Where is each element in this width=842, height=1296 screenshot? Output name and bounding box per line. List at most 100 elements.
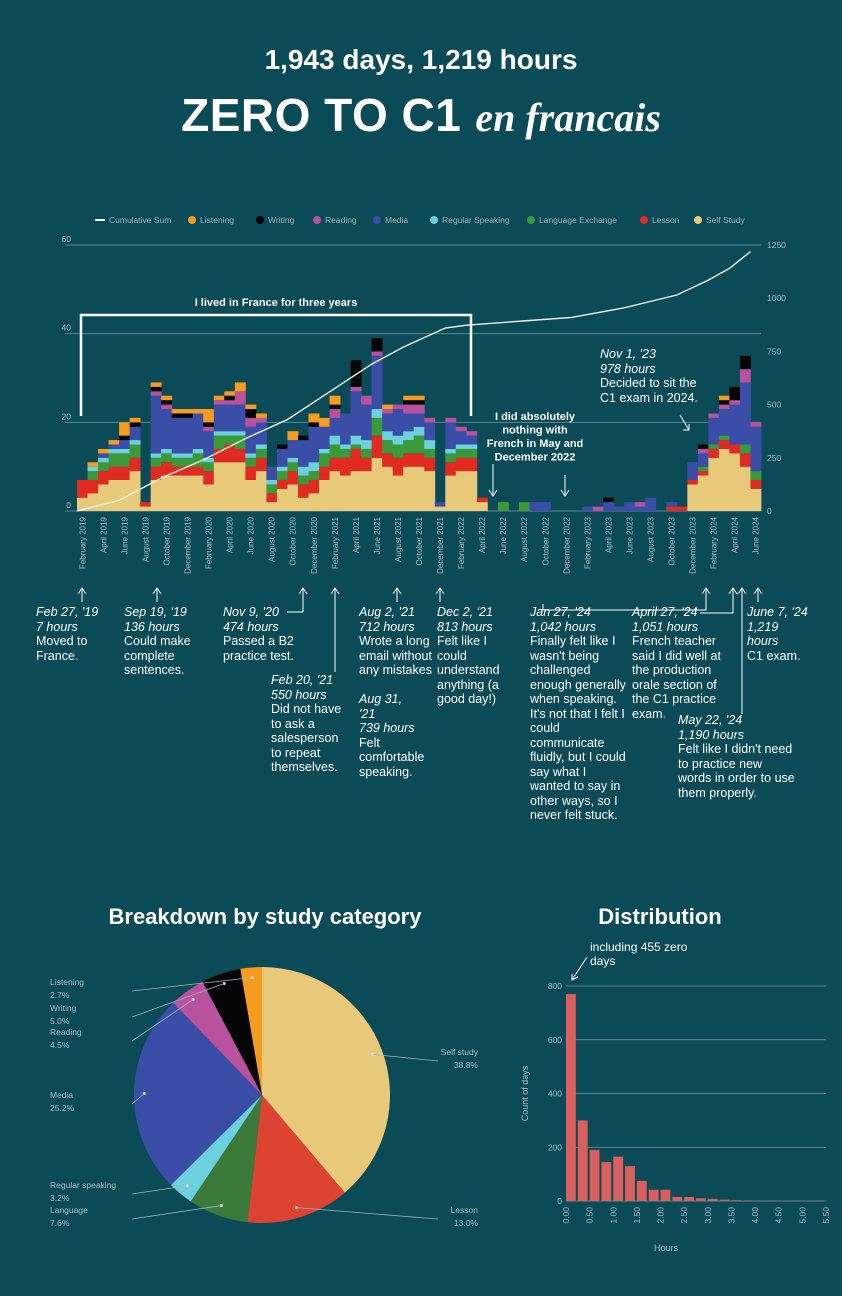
bar-segment-reading <box>371 351 383 356</box>
annotation-arrows <box>77 587 763 714</box>
legend-swatch <box>313 216 321 224</box>
pie-leader-dot <box>294 1206 298 1210</box>
bar-segment-media <box>276 448 288 467</box>
annotation-date: Feb 27, '19 <box>36 605 99 619</box>
bar-segment-reading <box>729 400 741 405</box>
bar-segment-lesson <box>287 471 299 485</box>
annotation: May 22, '24 1,190 hours Felt like I didn't… <box>678 713 798 800</box>
hist-annotation-line: days <box>590 954 615 968</box>
bar-segment-lesson <box>718 440 730 449</box>
france-bracket <box>79 313 473 416</box>
annotation-hours: 978 hours <box>600 361 656 376</box>
bar-segment-lesson <box>329 457 341 472</box>
bar-segment-writing <box>119 435 131 441</box>
histogram-bar <box>625 1166 635 1201</box>
bar-segment-listening <box>150 382 162 387</box>
pie-label: Writing <box>50 1003 77 1013</box>
pie-leader-line <box>131 999 194 1042</box>
bar-segment-writing <box>171 413 183 418</box>
bar-segment-media <box>645 497 657 511</box>
histogram-bar <box>719 1199 730 1201</box>
legend-label: Regular Speaking <box>442 215 510 225</box>
bar-segment-self-study <box>708 457 720 511</box>
histogram-bar <box>589 1149 600 1201</box>
x-tick-label: October 2020 <box>289 516 298 565</box>
x-tick-label: October 2021 <box>415 516 424 565</box>
y2-tick-label: 1000 <box>767 293 786 303</box>
legend-swatch <box>640 216 648 224</box>
bar-segment-listening <box>224 391 236 396</box>
bar-segment-media <box>382 413 394 432</box>
histogram-bar <box>743 1200 754 1201</box>
bar-segment-lesson <box>676 506 688 511</box>
hist-annotation: including 455 zero days <box>590 940 688 968</box>
x-tick-label: April 2022 <box>478 516 487 553</box>
bar-segment-self-study <box>371 457 383 511</box>
gap-note-line: I did absolutely <box>495 411 576 423</box>
annotation-text: Finally felt like I wasn't being challen… <box>530 634 626 822</box>
pie-percent: 2.7% <box>50 990 70 1000</box>
bar-segment-regular-speaking <box>424 440 436 449</box>
x-tick-label: August 2021 <box>394 516 403 561</box>
bar-segment-media <box>308 426 320 463</box>
bar-segment-regular-speaking <box>340 444 351 449</box>
bar-segment-regular-speaking <box>161 448 173 454</box>
bar-segment-lesson <box>361 457 373 472</box>
bar-segment-self-study <box>392 475 404 511</box>
bar-segment-listening <box>234 382 246 392</box>
bar-segment-media <box>224 404 236 432</box>
x-tick-label: February 2019 <box>78 516 87 569</box>
bar-segment-language-exchange <box>445 453 457 463</box>
annotation-arrow <box>435 587 445 602</box>
pie-leader-line <box>131 983 225 1018</box>
annotation: Feb 20, '21 550 hours Did not have to ask … <box>271 673 343 775</box>
bar-segment-writing <box>403 400 415 405</box>
pie-label: Media <box>50 1090 73 1100</box>
bar-segment-self-study <box>266 502 278 511</box>
bar-segment-lesson <box>266 493 278 503</box>
bar-segment-listening <box>161 395 173 401</box>
histogram-bar <box>613 1156 624 1201</box>
legend-label: Self Study <box>706 215 745 225</box>
bar-segment-self-study <box>687 484 699 511</box>
bar-segment-language-exchange <box>497 502 509 511</box>
histogram-bar <box>577 1120 588 1201</box>
timeline-chart: Cumulative Sum Listening Writing Reading Med… <box>62 215 787 574</box>
x-tick-label: June 2024 <box>752 516 761 554</box>
bar-segment-self-study <box>171 475 183 511</box>
bar-segment-language-exchange <box>319 453 330 467</box>
bar-segment-reading <box>255 417 267 423</box>
hist-x-tick: 1.00 <box>608 1207 618 1224</box>
bar-segment-regular-speaking <box>182 453 194 458</box>
hist-x-tick: 0.50 <box>585 1207 595 1224</box>
bar-segment-self-study <box>697 475 709 511</box>
bar-segment-lesson <box>87 479 99 494</box>
bar-segment-media <box>697 453 709 467</box>
bar-segment-language-exchange <box>297 475 309 485</box>
annotation: Feb 27, '19 7 hours Moved to France. <box>36 605 106 663</box>
bar-segment-self-study <box>234 462 246 511</box>
bar-segment-media <box>150 395 162 454</box>
bar-segment-language-exchange <box>350 444 362 449</box>
bar-segment-regular-speaking <box>234 431 246 436</box>
bar-segment-media <box>708 417 720 445</box>
bar-segment-listening <box>192 409 204 414</box>
annotation-arrow <box>753 587 763 602</box>
pie-leader-line <box>131 1093 145 1105</box>
bar-segment-listening <box>308 413 320 423</box>
bar-segment-regular-speaking <box>455 444 467 449</box>
bar-segment-regular-speaking <box>382 431 394 441</box>
bar-segment-self-study <box>119 479 131 511</box>
hist-x-tick: 2.00 <box>656 1207 666 1224</box>
bar-segment-reading <box>224 400 236 405</box>
gap-note: I did absolutely nothing with French in Ma… <box>487 411 584 464</box>
bar-segment-lesson <box>308 479 320 494</box>
bar-segment-regular-speaking <box>403 431 415 441</box>
bar-segment-lesson <box>350 448 362 472</box>
bar-segment-self-study <box>350 471 362 511</box>
bar-segment-self-study <box>161 475 173 511</box>
bar-segment-lesson <box>276 479 288 489</box>
bar-segment-language-exchange <box>224 435 236 445</box>
x-tick-label: December 2023 <box>689 516 698 573</box>
bar-segment-media <box>434 502 446 507</box>
